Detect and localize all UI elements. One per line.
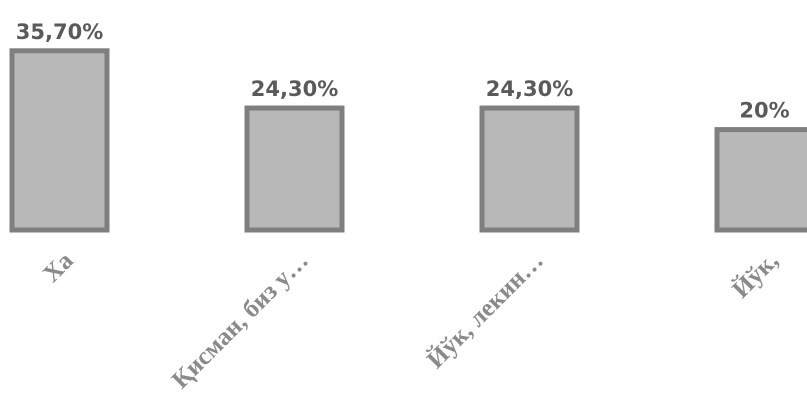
value-label: 24,30% — [251, 77, 338, 101]
value-labels-group: 35,70% 24,30% 24,30% 20% — [16, 20, 790, 123]
bar — [244, 105, 345, 233]
bar — [479, 105, 580, 233]
value-label: 20% — [739, 99, 789, 123]
value-label: 24,30% — [486, 77, 573, 101]
category-label: Қисман, биз у… — [167, 247, 314, 394]
bar — [9, 48, 110, 233]
category-label: Йўк, — [727, 246, 784, 303]
category-label: Ха — [38, 247, 79, 288]
category-label: Йўк, лекин… — [421, 246, 548, 373]
value-label: 35,70% — [16, 20, 103, 44]
category-labels-group: Ха Қисман, биз у… Йўк, лекин… Йўк, — [38, 246, 784, 393]
bars-group — [9, 48, 807, 233]
bar — [714, 127, 807, 233]
